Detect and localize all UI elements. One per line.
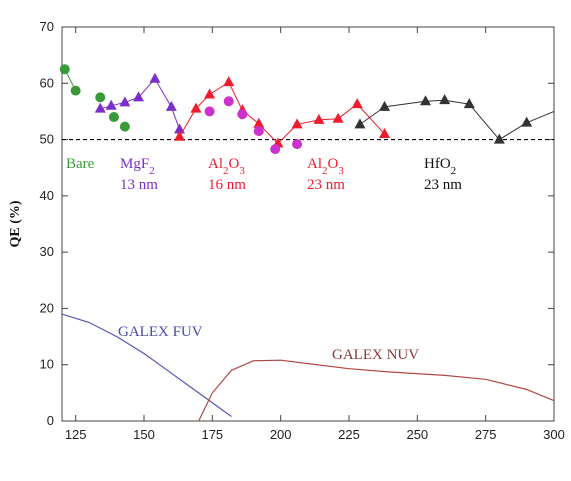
hfo2-23-nm-line [526,110,555,124]
al2o3-16-nm-point [351,98,363,109]
hfo2-23-nm-point [521,116,533,127]
y-tick-label: 70 [40,19,54,34]
galex-nuv-curve [198,359,555,422]
x-tick-label: 275 [475,427,497,442]
galex-curves [61,313,555,422]
label-bare: Bare [66,156,95,172]
bare-point [119,121,130,132]
al2o3-16-nm-point [253,117,265,128]
al2o3-16-nm-point [204,88,216,99]
x-tick-label: 175 [201,427,223,442]
y-tick-label: 50 [40,132,54,147]
hfo2-23-nm-point [420,95,432,106]
x-tick-label: 200 [270,427,292,442]
qe-series [59,64,555,155]
al2o3-16-nm-point [270,144,281,155]
mgf2-13-nm-point [174,123,186,134]
hfo2-23-nm-point [379,100,391,111]
hfo2-23-nm-point [493,133,505,144]
bare-point [70,85,81,96]
mgf2-13-nm-point [165,100,177,111]
x-tick-label: 250 [406,427,428,442]
al2o3-16-nm-point [223,76,235,87]
label-al16: Al2O3 [208,156,245,177]
al2o3-16-nm-point [332,112,344,123]
label-al23: Al2O3 [307,156,344,177]
label-al16-thickness: 16 nm [208,177,246,193]
mgf2-13-nm-point [133,91,145,102]
bare-point [108,112,119,123]
al2o3-16-nm-point [190,102,202,113]
al2o3-16-nm-point [379,127,391,138]
galex-fuv-curve [61,313,232,417]
label-hfo2: HfO2 [424,156,456,177]
label-mgf2-thickness: 13 nm [120,177,158,193]
al2o3-16-nm-point [204,106,215,117]
al2o3-16-nm-point [253,126,264,137]
al2o3-16-nm-point [292,139,303,150]
label-fuv: GALEX FUV [118,324,203,340]
label-hfo2-thickness: 23 nm [424,177,462,193]
y-tick-label: 60 [40,75,54,90]
y-tick-label: 30 [40,244,54,259]
al2o3-16-nm-point [223,96,234,107]
x-tick-label: 150 [133,427,155,442]
y-tick-label: 40 [40,188,54,203]
y-axis-label: QE (%) [8,200,23,247]
mgf2-13-nm-point [94,102,106,113]
mgf2-13-nm-point [105,99,117,110]
x-tick-label: 125 [65,427,87,442]
al2o3-16-nm-point [237,109,248,120]
axis-ticks: 125 150 175 200 225 250 275 300 0 10 20 30 40 50 60 70 [40,19,565,442]
x-tick-label: 300 [543,427,565,442]
bare-point [59,64,70,75]
label-mgf2: MgF2 [120,156,155,177]
mgf2-13-nm-point [119,96,131,107]
y-tick-label: 10 [40,357,54,372]
al2o3-16-nm-point [174,130,186,141]
hfo2-23-nm-point [463,98,475,109]
al2o3-16-nm-point [313,113,325,124]
plot-frame [61,26,555,422]
bare-point [95,92,106,103]
al2o3-16-nm-point [291,118,303,129]
y-tick-label: 0 [47,413,54,428]
hfo2-23-nm-point [439,94,451,105]
x-tick-label: 225 [338,427,360,442]
hfo2-23-nm-point [354,118,366,129]
label-nuv: GALEX NUV [332,347,419,363]
mgf2-13-nm-point [149,72,161,83]
label-al23-thickness: 23 nm [307,177,345,193]
y-tick-label: 20 [40,300,54,315]
